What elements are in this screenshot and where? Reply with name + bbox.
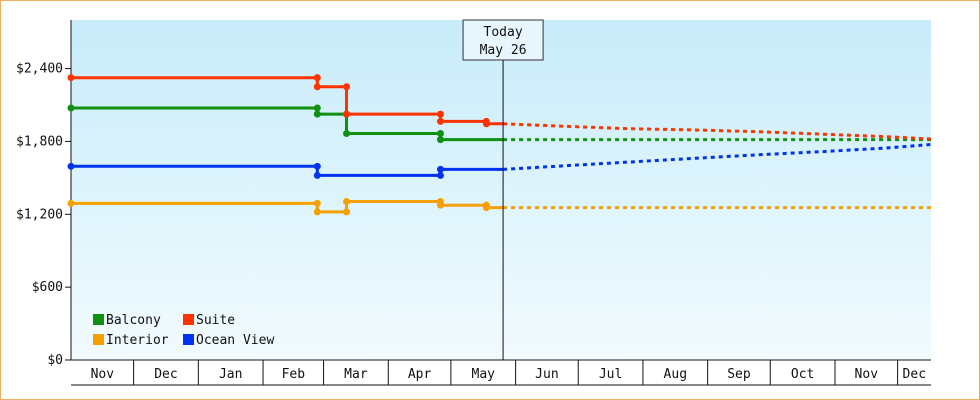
data-point [313, 74, 321, 82]
x-tick-label: Jan [219, 367, 242, 382]
data-point [67, 104, 75, 112]
x-tick-label: Oct [791, 367, 814, 382]
legend-item-suite[interactable]: Suite [183, 313, 235, 328]
series-suite [67, 74, 932, 141]
data-point [482, 204, 490, 212]
today-box [462, 19, 544, 61]
x-tick-label: Feb [282, 367, 306, 382]
series-interior [67, 198, 931, 216]
series-line-ocean-view [71, 164, 504, 177]
today-label: Today [484, 25, 523, 40]
plot-area [71, 20, 931, 360]
y-tick-label: $1,200 [16, 207, 63, 222]
x-tick-label: Jun [535, 367, 558, 382]
x-tick-label: Nov [855, 367, 879, 382]
legend-swatch [183, 334, 194, 345]
y-axis: $0 $600 $1,200 $1,800 $2,400 [16, 20, 72, 368]
legend-swatch [93, 334, 104, 345]
legend-item-ocean-view[interactable]: Ocean View [183, 333, 274, 348]
data-point [436, 201, 444, 209]
legend-label: Ocean View [196, 333, 274, 348]
legend-label: Interior [106, 333, 169, 348]
x-tick-label: Mar [344, 367, 368, 382]
today-date: May 26 [480, 43, 527, 58]
y-tick-label: $1,800 [16, 134, 63, 149]
data-point [343, 83, 351, 91]
y-tick-label: $0 [47, 353, 63, 368]
series-forecast-suite [503, 122, 932, 141]
data-point [436, 171, 444, 179]
legend-label: Balcony [106, 313, 161, 328]
x-tick-label: Apr [408, 367, 432, 382]
legend[interactable]: Balcony Suite Interior Ocean View [93, 313, 274, 348]
x-tick-label: Dec [903, 367, 926, 382]
data-point [436, 136, 444, 144]
data-point [313, 199, 321, 207]
x-tick-label: May [472, 367, 496, 382]
data-point [313, 208, 321, 216]
data-point [343, 208, 351, 216]
data-point [313, 162, 321, 170]
data-point [313, 104, 321, 112]
data-point [313, 171, 321, 179]
series-balcony [67, 104, 931, 144]
x-tick-label: Dec [154, 367, 177, 382]
today-marker: Today May 26 [462, 19, 544, 360]
data-point [343, 110, 351, 118]
series-forecast-ocean-view [503, 143, 932, 171]
y-tick-label: $2,400 [16, 62, 63, 77]
x-tick-label: Aug [664, 367, 687, 382]
data-point [436, 110, 444, 118]
data-point [67, 162, 75, 170]
data-point [313, 83, 321, 91]
data-point [436, 117, 444, 125]
legend-swatch [183, 314, 194, 325]
series-ocean-view [67, 143, 932, 179]
data-point [67, 199, 75, 207]
data-point [343, 198, 351, 206]
x-tick-label: Jul [599, 367, 622, 382]
legend-swatch [93, 314, 104, 325]
data-point [343, 130, 351, 138]
y-tick-label: $600 [32, 280, 63, 295]
x-axis: Nov Dec Jan Feb Mar Apr May Jun Jul Aug Sep Oct Nov D… [71, 359, 931, 386]
x-tick-label: Sep [727, 367, 751, 382]
series-layer [67, 74, 932, 216]
legend-item-balcony[interactable]: Balcony [93, 313, 161, 328]
x-tick-label: Nov [91, 367, 115, 382]
data-point [436, 130, 444, 138]
legend-item-interior[interactable]: Interior [93, 333, 169, 348]
legend-label: Suite [196, 313, 235, 328]
data-point [313, 110, 321, 118]
data-point [67, 74, 75, 82]
data-point [436, 165, 444, 173]
data-point [482, 120, 490, 128]
